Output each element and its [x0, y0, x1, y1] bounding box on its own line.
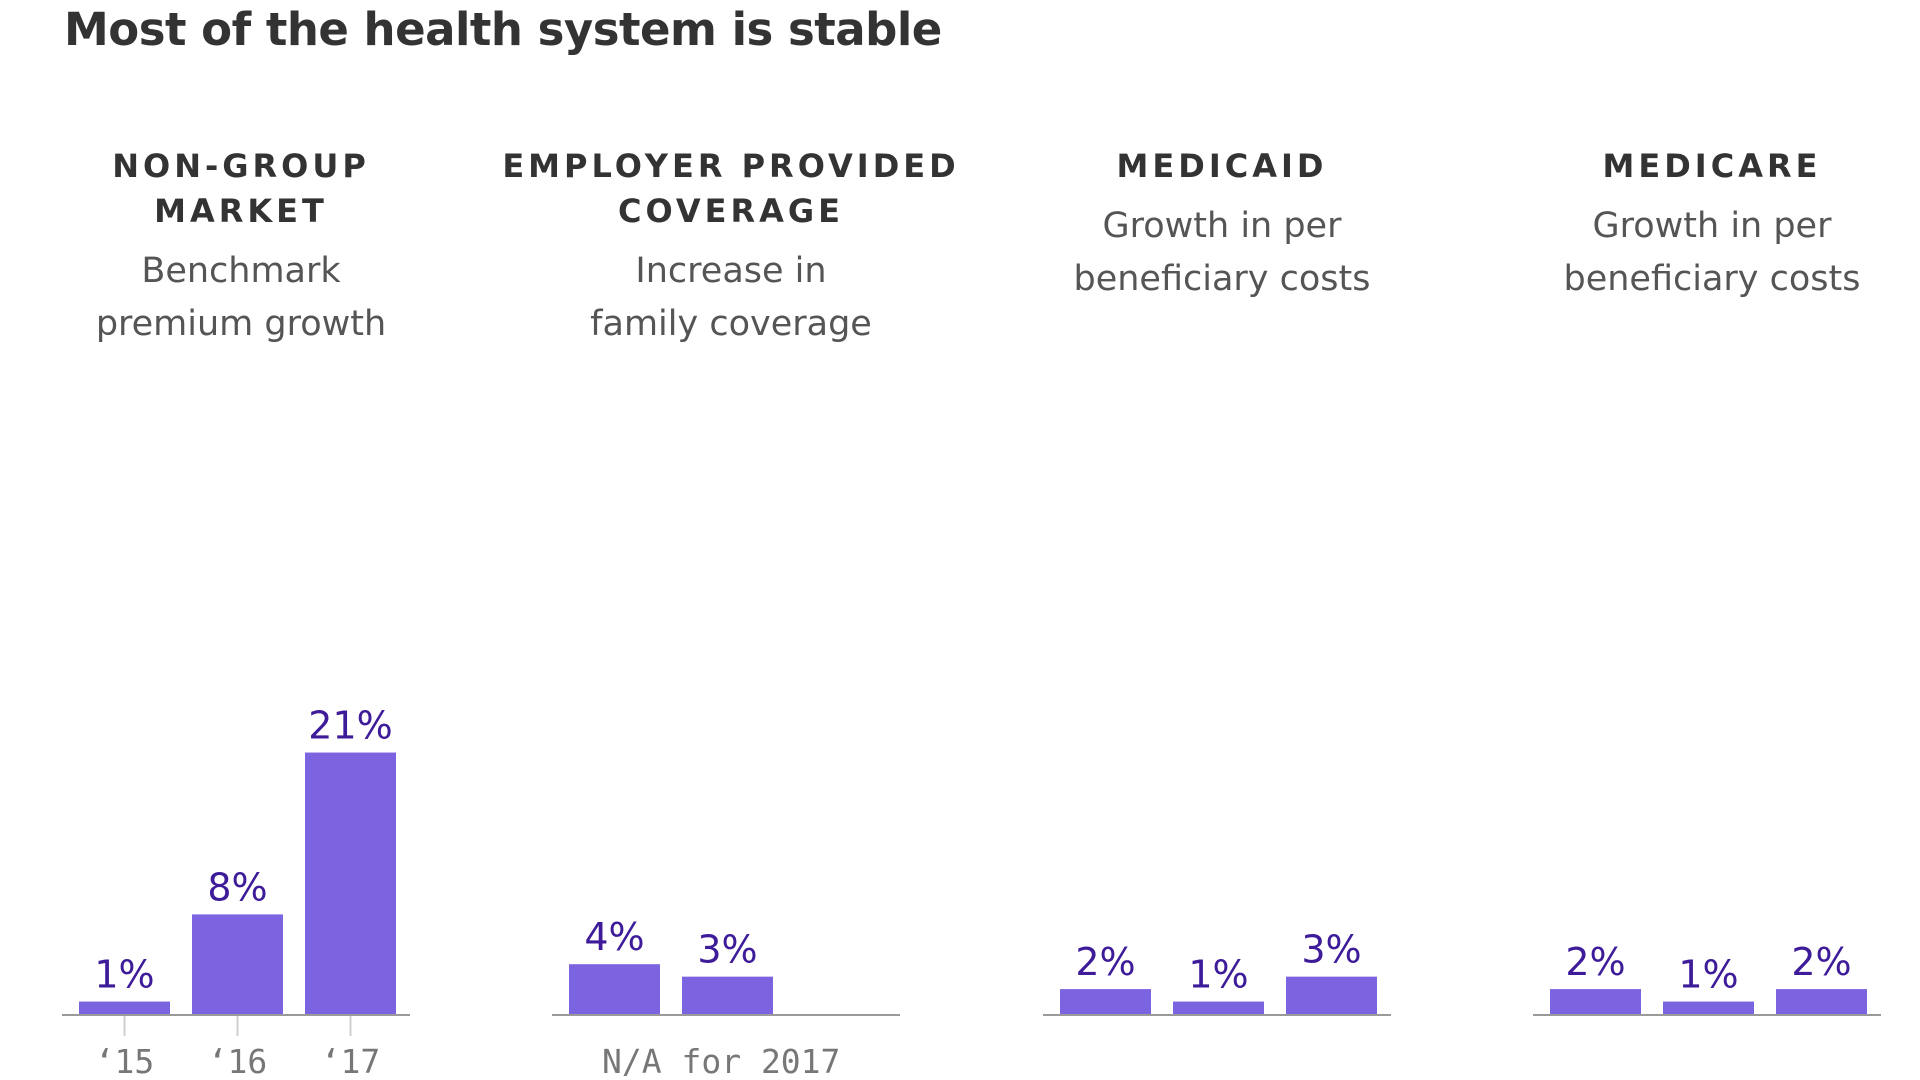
panel-subtitle-medicaid: Growth in per beneficiary costs [972, 200, 1472, 306]
panel-subtitle-line: beneficiary costs [1073, 259, 1371, 299]
chart-title: Most of the health system is stable [64, 3, 942, 56]
bar [1060, 989, 1151, 1014]
panel-title-medicare: MEDICARE [1462, 144, 1920, 189]
bar [1663, 1001, 1754, 1014]
bar [1173, 1001, 1264, 1014]
bar [1550, 989, 1641, 1014]
bar-value-label: 3% [1301, 928, 1361, 972]
panel-subtitle-line: beneficiary costs [1563, 259, 1861, 299]
panel-title-non-group: NON-GROUP MARKET [0, 144, 491, 234]
bar [1286, 976, 1377, 1014]
panel-title-line: MEDICARE [1602, 147, 1822, 185]
x-tick-label: ‘15 [95, 1042, 155, 1080]
panel-title-line: MEDICAID [1116, 147, 1328, 185]
bar [305, 752, 396, 1014]
bar [569, 964, 660, 1014]
panel-subtitle-line: premium growth [95, 304, 387, 344]
bar [682, 976, 773, 1014]
panel-title-line: MARKET [154, 192, 328, 230]
bar-value-label: 3% [697, 928, 757, 972]
panel-subtitle-line: Benchmark [141, 251, 341, 291]
bar-value-label: 1% [1678, 953, 1738, 997]
panel-title-line: EMPLOYER PROVIDED [502, 147, 960, 185]
panel-title-employer: EMPLOYER PROVIDED COVERAGE [481, 144, 981, 234]
bar [79, 1001, 170, 1014]
x-tick-label: ‘17 [321, 1042, 381, 1080]
panel-subtitle-line: Growth in per [1102, 206, 1342, 246]
chart-note: N/A for 2017 [602, 1042, 840, 1080]
panel-subtitle-medicare: Growth in per beneficiary costs [1462, 200, 1920, 306]
bar-value-label: 1% [1188, 953, 1248, 997]
bar-value-label: 4% [584, 915, 644, 959]
bar-value-label: 2% [1075, 940, 1135, 984]
x-tick-label: ‘16 [208, 1042, 268, 1080]
panel-subtitle-non-group: Benchmark premium growth [0, 245, 491, 351]
bar-value-label: 2% [1791, 940, 1851, 984]
panel-header-medicaid: MEDICAID Growth in per beneficiary costs [972, 144, 1472, 306]
bar-value-label: 2% [1565, 940, 1625, 984]
panel-title-line: NON-GROUP [112, 147, 370, 185]
panel-subtitle-line: Growth in per [1592, 206, 1832, 246]
panel-header-medicare: MEDICARE Growth in per beneficiary costs [1462, 144, 1920, 306]
bar-value-label: 1% [94, 953, 154, 997]
panel-title-medicaid: MEDICAID [972, 144, 1472, 189]
bar-value-label: 21% [308, 704, 392, 748]
bar [192, 914, 283, 1014]
panel-subtitle-employer: Increase in family coverage [481, 245, 981, 351]
panel-header-non-group: NON-GROUP MARKET Benchmark premium growt… [0, 144, 491, 351]
bar-value-label: 8% [207, 865, 267, 909]
bar [1776, 989, 1867, 1014]
panel-subtitle-line: family coverage [590, 304, 872, 344]
panel-title-line: COVERAGE [618, 192, 844, 230]
panel-header-employer: EMPLOYER PROVIDED COVERAGE Increase in f… [481, 144, 981, 351]
panel-subtitle-line: Increase in [635, 251, 827, 291]
